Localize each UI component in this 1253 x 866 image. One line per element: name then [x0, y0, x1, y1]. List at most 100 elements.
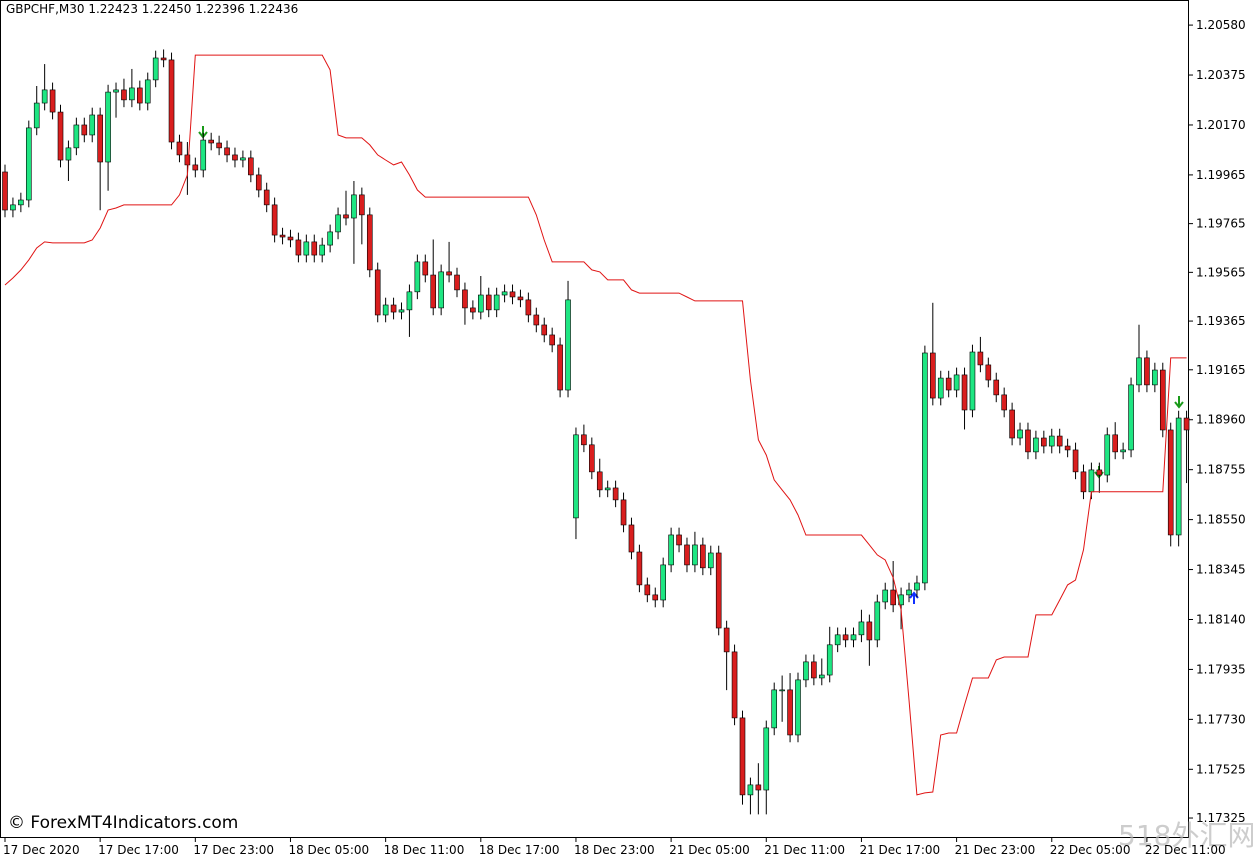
candle-body — [2, 171, 8, 211]
candle-body — [319, 244, 326, 256]
candle-body — [509, 291, 516, 298]
candle-body — [25, 127, 32, 201]
candle-body — [1152, 369, 1158, 386]
candle-body — [787, 689, 793, 736]
candle-body — [1128, 384, 1134, 451]
candle-body — [216, 142, 222, 149]
candle-body — [311, 241, 318, 256]
candle-body — [842, 634, 849, 641]
candle-body — [255, 174, 262, 191]
candle-body — [200, 139, 207, 171]
candle-body — [937, 377, 944, 399]
candle-body — [89, 114, 96, 136]
candle-body — [1041, 437, 1047, 447]
x-tick-label: 18 Dec 23:00 — [574, 843, 655, 857]
candle-body — [335, 214, 341, 233]
candle-body — [715, 552, 722, 629]
candle-body — [129, 87, 135, 101]
candle-body — [192, 164, 199, 171]
candle-body — [97, 114, 103, 163]
candle-body — [1056, 435, 1063, 447]
candle-body — [818, 674, 825, 679]
candle-body — [287, 236, 294, 241]
candle-body — [700, 544, 706, 569]
y-tick-label: 1.17730 — [1196, 712, 1246, 726]
candle-body — [795, 679, 801, 736]
candle-body — [565, 299, 571, 391]
candle-body — [430, 274, 437, 309]
candle-body — [945, 377, 952, 391]
candle-body — [263, 189, 270, 206]
candle-body — [208, 139, 214, 144]
candle-body — [930, 352, 936, 399]
candle-body — [1175, 417, 1182, 536]
candle-body — [826, 644, 833, 676]
y-tick-label: 1.17935 — [1196, 662, 1246, 676]
candle-body — [1001, 394, 1007, 411]
candle-body — [81, 124, 88, 136]
candle-body — [18, 199, 24, 206]
candle-body — [771, 689, 778, 729]
y-tick-label: 1.19765 — [1196, 217, 1246, 231]
x-tick-label: 18 Dec 11:00 — [384, 843, 465, 857]
y-tick-label: 1.17325 — [1196, 811, 1246, 825]
candle-body — [723, 627, 730, 653]
candle-body — [779, 689, 785, 692]
chart-title: GBPCHF,M30 1.22423 1.22450 1.22396 1.224… — [6, 2, 298, 16]
x-tick-label: 21 Dec 05:00 — [669, 843, 750, 857]
candle-body — [1080, 471, 1087, 493]
candle-body — [137, 87, 143, 104]
candle-body — [232, 154, 238, 161]
candle-body — [359, 194, 365, 216]
y-tick-label: 1.18345 — [1196, 563, 1246, 577]
candle-body — [1104, 434, 1111, 476]
y-tick-label: 1.19365 — [1196, 314, 1246, 328]
candle-body — [811, 661, 817, 679]
candle-body — [628, 524, 635, 553]
candle-body — [240, 157, 246, 161]
sell-arrow — [1174, 396, 1184, 409]
candle-body — [477, 294, 484, 313]
candle-body — [1017, 429, 1023, 439]
candle-body — [184, 154, 191, 166]
candle-body — [1025, 429, 1031, 453]
candle-body — [525, 299, 532, 316]
candle-body — [414, 261, 421, 293]
candle-body — [224, 147, 230, 156]
candle-body — [533, 314, 540, 326]
candle-body — [596, 471, 603, 491]
candle-body — [906, 589, 912, 596]
candle-body — [470, 307, 476, 313]
candle-body — [922, 352, 928, 584]
x-tick-label: 21 Dec 11:00 — [764, 843, 845, 857]
candle-body — [501, 291, 508, 296]
candle-body — [874, 601, 881, 641]
candle-body — [271, 204, 278, 236]
x-tick-label: 22 Dec 05:00 — [1050, 843, 1131, 857]
candle-body — [493, 294, 500, 311]
candle-body — [747, 784, 754, 796]
y-tick-label: 1.18960 — [1196, 413, 1246, 427]
candle-body — [248, 157, 254, 176]
candle-body — [1144, 357, 1150, 386]
corner-watermark: 518外汇网 — [1118, 819, 1253, 852]
candle-body — [1167, 429, 1174, 536]
candle-body — [858, 621, 865, 636]
candle-body — [144, 79, 151, 104]
candle-body — [1096, 469, 1103, 476]
candle-body — [985, 364, 992, 381]
candle-body — [803, 661, 809, 681]
candle-body — [303, 241, 310, 256]
candle-body — [692, 544, 698, 566]
candle-body — [105, 91, 111, 163]
candle-body — [1136, 357, 1142, 386]
candle-body — [620, 499, 627, 526]
y-tick-label: 1.19965 — [1196, 168, 1246, 182]
x-tick-label: 18 Dec 05:00 — [288, 843, 369, 857]
candle-body — [604, 487, 611, 491]
candle-body — [73, 124, 80, 149]
candle-body — [327, 231, 333, 246]
candle-body — [549, 334, 555, 346]
candle-body — [636, 551, 643, 586]
